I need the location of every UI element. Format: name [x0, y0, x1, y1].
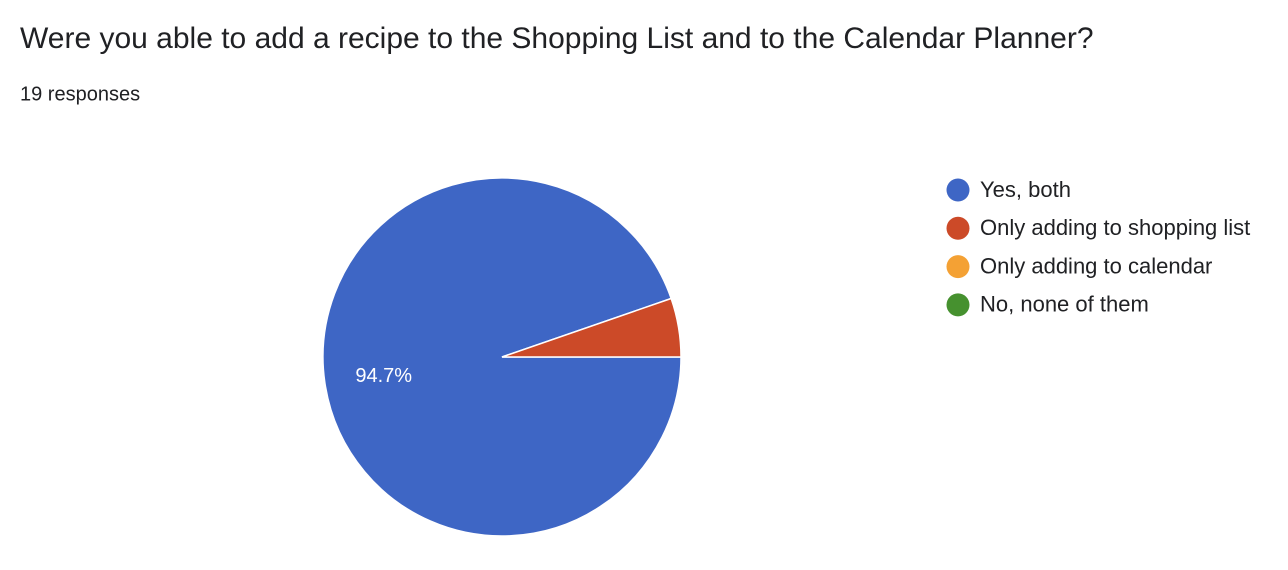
- pie-slice: [501, 297, 682, 358]
- legend-label: Only adding to shopping list: [980, 215, 1250, 240]
- legend-label: Only adding to calendar: [980, 253, 1212, 278]
- legend-marker: [946, 178, 970, 202]
- legend-label: No, none of them: [980, 292, 1149, 317]
- legend-marker: [946, 216, 970, 240]
- legend-marker: [946, 255, 970, 279]
- data-label: 94.7%: [355, 365, 412, 387]
- chart-title: Were you able to add a recipe to the Sho…: [20, 22, 1094, 55]
- legend-label: Yes, both: [980, 177, 1071, 202]
- legend-marker: [946, 293, 970, 317]
- chart-subtitle: 19 responses: [20, 83, 140, 105]
